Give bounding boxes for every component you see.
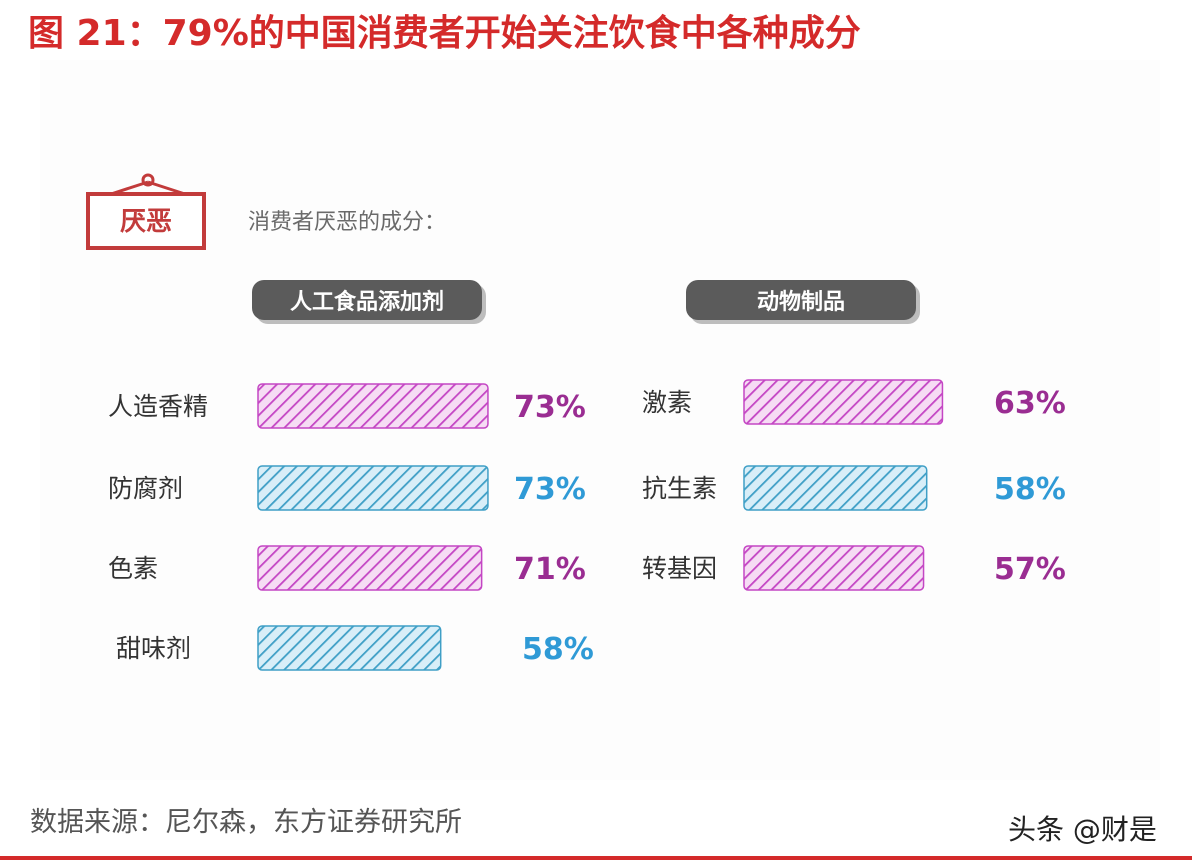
bar-animal-2: [743, 545, 925, 591]
bar-animal-0: [743, 379, 944, 425]
sign-label: 厌恶: [120, 207, 172, 237]
bar-additives-3-value: 58%: [522, 632, 594, 667]
group-header-additives: 人工食品添加剂: [252, 280, 486, 324]
group-header-animal-label: 动物制品: [757, 289, 845, 315]
bar-animal-1-value: 58%: [994, 472, 1066, 507]
bar-animal-2-value: 57%: [994, 552, 1066, 587]
chart-svg: 厌恶 消费者厌恶的成分： 人工食品添加剂 动物制品 人造香精 73% 防腐剂 73% 色…: [86, 173, 1066, 671]
bar-additives-0: [257, 383, 489, 429]
bar-animal-1-label: 抗生素: [642, 474, 717, 503]
sign: 厌恶: [86, 173, 206, 250]
bar-additives-2: [257, 545, 483, 591]
bar-additives-0-value: 73%: [514, 390, 586, 425]
bar-additives-2-value: 71%: [514, 552, 586, 587]
group-header-additives-label: 人工食品添加剂: [290, 289, 444, 315]
bar-additives-2-label: 色素: [108, 554, 158, 583]
bar-animal-1: [743, 465, 928, 511]
bar-animal-0-value: 63%: [994, 386, 1066, 421]
bar-additives-3-label: 甜味剂: [116, 634, 191, 663]
chart-panel: 厌恶 消费者厌恶的成分： 人工食品添加剂 动物制品 人造香精 73% 防腐剂 73% 色…: [40, 60, 1160, 780]
bar-additives-1: [257, 465, 489, 511]
sign-board: [86, 192, 206, 250]
watermark: 头条 @财是: [1008, 813, 1157, 846]
bar-additives-3: [257, 625, 442, 671]
figure-title: 图 21：79%的中国消费者开始关注饮食中各种成分: [28, 13, 861, 54]
bottom-rule: [0, 856, 1192, 860]
source-note: 数据来源：尼尔森，东方证券研究所: [30, 807, 462, 838]
bar-animal-2-label: 转基因: [642, 554, 717, 583]
bar-animal-0-label: 激素: [642, 388, 692, 417]
chart-subtitle: 消费者厌恶的成分：: [248, 210, 446, 235]
bar-additives-1-label: 防腐剂: [108, 474, 183, 503]
bars-layer: 人造香精 73% 防腐剂 73% 色素 71% 甜味剂 58% 激素 63% 抗生素 58% 转基因 57…: [108, 379, 1066, 671]
bar-additives-0-label: 人造香精: [108, 392, 208, 421]
bar-additives-1-value: 73%: [514, 472, 586, 507]
group-header-animal: 动物制品: [686, 280, 920, 324]
sign-nail: [141, 173, 155, 187]
